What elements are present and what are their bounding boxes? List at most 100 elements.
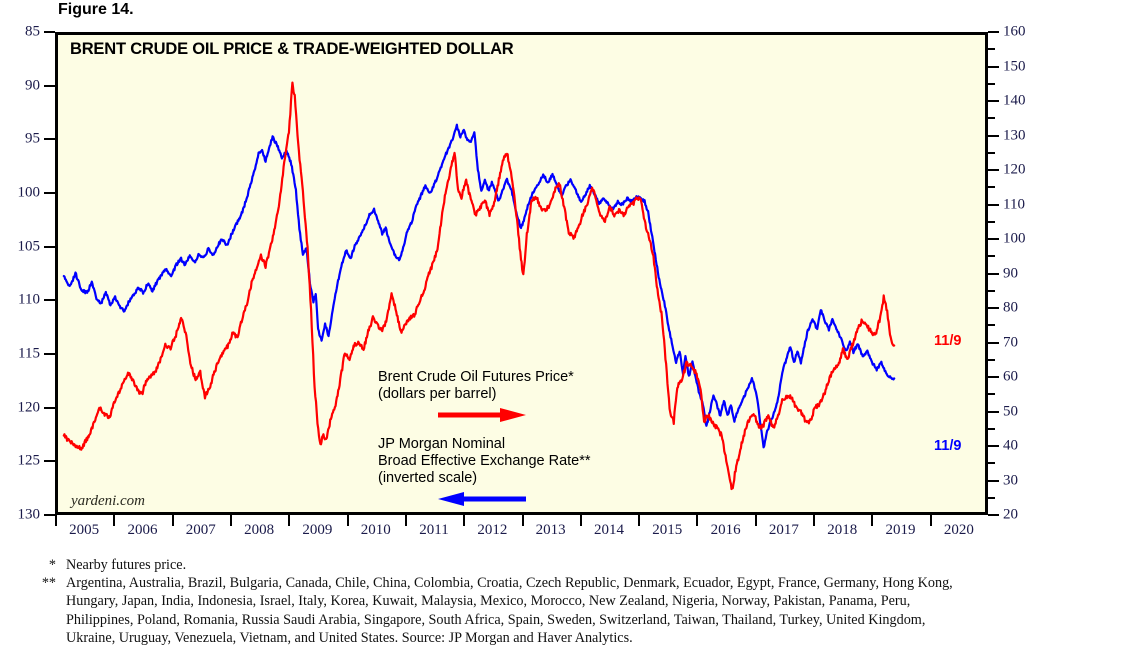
x-axis-label: 2013 [535, 522, 566, 538]
y-axis-left-label: 120 [17, 399, 41, 416]
y-axis-right-tick [988, 31, 999, 33]
x-axis-tick [113, 515, 116, 526]
y-axis-right-minor-tick [988, 462, 995, 465]
annotation-brent-crude: Brent Crude Oil Futures Price* (dollars … [378, 369, 574, 403]
series-line-jpmorgan-exchange-rate [62, 123, 896, 449]
y-axis-left-tick [44, 460, 55, 463]
y-axis-right-tick [988, 376, 999, 378]
x-axis-tick [288, 515, 291, 526]
footnotes: * Nearby futures price. ** Argentina, Aust… [22, 556, 1122, 647]
y-axis-right-tick [988, 307, 999, 309]
footnote-2-marker: ** [41, 575, 56, 592]
y-axis-right-label: 110 [1003, 196, 1025, 212]
y-axis-left-label: 125 [17, 452, 41, 469]
x-axis-label: 2015 [652, 522, 683, 538]
annotation-jpmorgan: JP Morgan Nominal Broad Effective Exchan… [378, 436, 591, 487]
x-axis-tick [929, 515, 932, 526]
x-axis-label: 2016 [710, 522, 741, 538]
y-axis-left-tick [44, 192, 55, 194]
footnote-1-marker: * [48, 557, 56, 573]
y-axis-left-tick [44, 353, 55, 355]
x-axis-tick [696, 515, 699, 526]
x-axis-tick [813, 515, 816, 526]
y-axis-left-label: 85 [25, 23, 40, 40]
y-axis-left-label: 105 [17, 238, 41, 255]
y-axis-right-minor-tick [988, 496, 995, 499]
y-axis-right-tick [988, 238, 999, 240]
x-axis-tick [638, 515, 641, 526]
y-axis-left-tick [44, 138, 55, 141]
x-axis-tick [404, 515, 407, 526]
y-axis-right-label: 20 [1003, 506, 1018, 523]
x-axis-label: 2010 [360, 522, 391, 538]
arrow-left-blue-icon [438, 492, 526, 506]
x-axis-label: 2012 [477, 522, 508, 538]
footnote-2-text-line2: Hungary, Japan, India, Indonesia, Israel… [66, 593, 911, 610]
x-axis-tick [871, 515, 874, 526]
y-axis-right-tick [988, 272, 999, 275]
y-axis-right-minor-tick [988, 186, 995, 189]
y-axis-right-label: 150 [1003, 58, 1026, 74]
x-axis-tick [55, 515, 57, 526]
y-axis-right-tick [988, 203, 999, 206]
series-line-brent-crude-oil [62, 81, 896, 491]
y-axis-right-tick [988, 169, 999, 171]
y-axis-left-label: 90 [25, 77, 40, 94]
x-axis-label: 2014 [593, 522, 624, 538]
y-axis-right-label: 80 [1003, 299, 1018, 316]
y-axis-left-tick [44, 406, 55, 409]
chart-container: 85 90 95 100 105 110 115 120 125 130 160 150 140 130 1… [17, 23, 1026, 539]
y-axis-right-minor-tick [988, 255, 995, 258]
y-axis-left-tick [44, 31, 55, 33]
x-axis-tick [463, 515, 466, 526]
y-axis-right-tick [988, 341, 999, 344]
x-axis-tick [229, 515, 232, 526]
x-axis-label: 2009 [302, 522, 333, 538]
y-axis-left-label: 100 [17, 184, 41, 201]
y-axis-right-label: 120 [1003, 161, 1026, 178]
y-axis-left-label: 115 [18, 345, 40, 362]
y-axis-right-label: 90 [1003, 265, 1018, 281]
y-axis-right-minor-tick [988, 289, 995, 292]
y-axis-right-label: 30 [1003, 472, 1018, 488]
y-axis-right-label: 130 [1003, 127, 1026, 143]
footnote-2-text-line3: Philippines, Poland, Romania, Russia Sau… [66, 611, 926, 628]
end-label-jpmorgan: 11/9 [934, 438, 962, 454]
y-axis-left-label: 130 [17, 506, 41, 523]
y-axis-right-label: 40 [1003, 437, 1018, 454]
x-axis-tick [521, 515, 524, 526]
footnote-2-text-line1: Argentina, Australia, Brazil, Bulgaria, … [66, 575, 953, 592]
annotation-jpmorgan-line2: Broad Effective Exchange Rate** [378, 453, 591, 470]
x-axis-label: 2020 [943, 522, 974, 538]
x-axis-label: 2019 [885, 522, 916, 538]
footnote-2-text-line4: Ukraine, Uruguay, Venezuela, Vietnam, an… [66, 629, 633, 646]
y-axis-right-tick [988, 410, 999, 413]
arrow-right-red-icon [438, 408, 526, 422]
x-axis-tick [346, 515, 349, 526]
end-label-brent: 11/9 [934, 333, 962, 349]
y-axis-right-tick [988, 479, 999, 482]
y-axis-right-tick [988, 134, 999, 137]
y-axis-right-label: 100 [1003, 230, 1026, 247]
x-axis-label: 2008 [244, 522, 275, 538]
footnote-1: * Nearby futures price. [22, 556, 1122, 574]
y-axis-right-tick [988, 100, 999, 102]
annotation-brent-line2: (dollars per barrel) [378, 386, 497, 403]
watermark: yardeni.com [71, 493, 146, 509]
annotation-brent-line1: Brent Crude Oil Futures Price* [378, 369, 574, 385]
y-axis-right-minor-tick [988, 220, 995, 223]
y-axis-left-tick [44, 84, 55, 87]
annotation-jpmorgan-line3: (inverted scale) [378, 470, 478, 487]
y-axis-right-minor-tick [988, 117, 995, 120]
x-axis-label: 2005 [69, 522, 100, 538]
y-axis-left-label: 95 [25, 130, 40, 147]
x-axis-label: 2006 [127, 522, 158, 538]
y-axis-right-minor-tick [988, 82, 995, 85]
footnote-2: ** Argentina, Australia, Brazil, Bulgaria… [22, 574, 1122, 592]
x-axis-label: 2007 [185, 522, 216, 538]
x-axis-tick [171, 515, 174, 526]
y-axis-right-tick [988, 445, 999, 447]
y-axis-right-label: 50 [1003, 403, 1018, 419]
y-axis-right-minor-tick [988, 358, 995, 361]
y-axis-left-label: 110 [18, 291, 40, 308]
